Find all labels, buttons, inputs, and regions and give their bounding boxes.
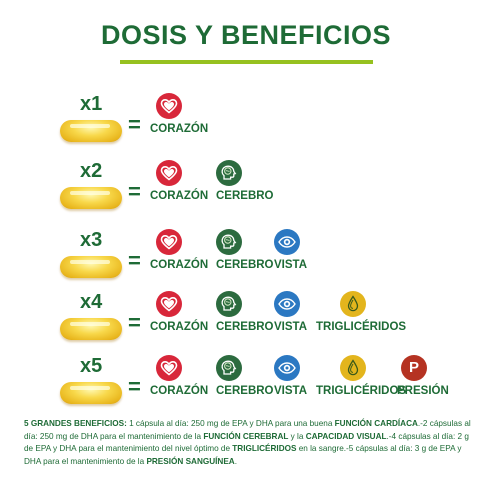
benefit-label: TRIGLICÉRIDOS <box>316 321 407 333</box>
footnote-text: . <box>234 456 237 466</box>
brain-icon <box>216 291 242 317</box>
capsule-count: x3 <box>80 229 103 251</box>
dose-row: x3 = CORAZÓN CEREBRO VISTA <box>0 229 492 285</box>
footnote-text: .-4 cápsulas al día: 2 g de EPA y DHA pa… <box>24 431 469 454</box>
brain-icon <box>216 160 242 186</box>
capsule-count: x5 <box>80 355 103 377</box>
equals-sign: = <box>128 310 141 335</box>
capsule-icon <box>60 256 122 278</box>
benefit-label: CORAZÓN <box>150 259 209 271</box>
benefit-label: CORAZÓN <box>150 385 209 397</box>
benefit-label: VISTA <box>274 321 308 333</box>
footnote-bold: FUNCIÓN CARDÍACA <box>334 419 418 428</box>
benefit-label: CEREBRO <box>216 259 274 271</box>
dose-row: x5 = CORAZÓN CEREBRO VISTA TRIGLICÉRIDOS P PRES… <box>0 355 492 411</box>
benefit-label: CORAZÓN <box>150 321 209 333</box>
heart-icon <box>156 355 182 381</box>
heart-icon <box>156 229 182 255</box>
capsule-icon <box>60 318 122 340</box>
benefit-label: TRIGLICÉRIDOS <box>316 385 407 397</box>
footnote-bold: PRESIÓN SANGUÍNEA <box>146 456 235 466</box>
dose-row: x1 = CORAZÓN <box>0 93 492 149</box>
equals-sign: = <box>128 179 141 204</box>
footnote-text: en la sangre.-5 cápsulas al día: 3 g de … <box>24 444 462 466</box>
brain-icon <box>216 229 242 255</box>
footnote-text: y la <box>288 431 306 441</box>
drop-icon <box>340 355 366 381</box>
equals-sign: = <box>128 248 141 273</box>
benefits-footnote: 5 GRANDES BENEFICIOS: 1 cápsula al día: … <box>24 418 472 468</box>
footnote-bold: 5 GRANDES BENEFICIOS: <box>24 419 127 428</box>
eye-icon <box>274 355 300 381</box>
heart-icon <box>156 160 182 186</box>
capsule-count: x2 <box>80 160 103 182</box>
heart-icon <box>156 291 182 317</box>
footnote-text: 1 cápsula al día: 250 mg de EPA y DHA pa… <box>126 419 335 428</box>
benefit-label: VISTA <box>274 385 308 397</box>
capsule-count: x1 <box>80 93 103 115</box>
equals-sign: = <box>128 374 141 399</box>
capsule-icon <box>60 382 122 404</box>
brain-icon <box>216 355 242 381</box>
dose-row: x2 = CORAZÓN CEREBRO <box>0 160 492 216</box>
benefit-label: CORAZÓN <box>150 190 209 202</box>
footnote-bold: TRIGLICÉRIDOS <box>232 444 297 453</box>
footnote-bold: CAPACIDAD VISUAL <box>305 431 387 441</box>
benefit-label: CEREBRO <box>216 190 274 202</box>
benefit-label: CORAZÓN <box>150 123 209 135</box>
pressure-letter: P <box>408 359 419 376</box>
benefit-label: PRESIÓN <box>397 385 449 397</box>
dose-row: x4 = CORAZÓN CEREBRO VISTA TRIGLICÉRIDOS <box>0 291 492 347</box>
equals-sign: = <box>128 112 141 137</box>
page-title: DOSIS Y BENEFICIOS <box>100 20 392 50</box>
heart-icon <box>156 93 182 119</box>
capsule-icon <box>60 187 122 209</box>
capsule-count: x4 <box>80 291 103 313</box>
pressure-icon: P <box>401 355 427 381</box>
eye-icon <box>274 229 300 255</box>
capsule-icon <box>60 120 122 142</box>
footnote-bold: FUNCIÓN CEREBRAL <box>203 431 289 441</box>
title-underline <box>120 60 373 64</box>
footnote-text: .-2 cápsulas al día: 250 mg de DHA para … <box>24 419 471 441</box>
eye-icon <box>274 291 300 317</box>
drop-icon <box>340 291 366 317</box>
benefit-label: VISTA <box>274 259 308 271</box>
benefit-label: CEREBRO <box>216 321 274 333</box>
benefit-label: CEREBRO <box>216 385 274 397</box>
